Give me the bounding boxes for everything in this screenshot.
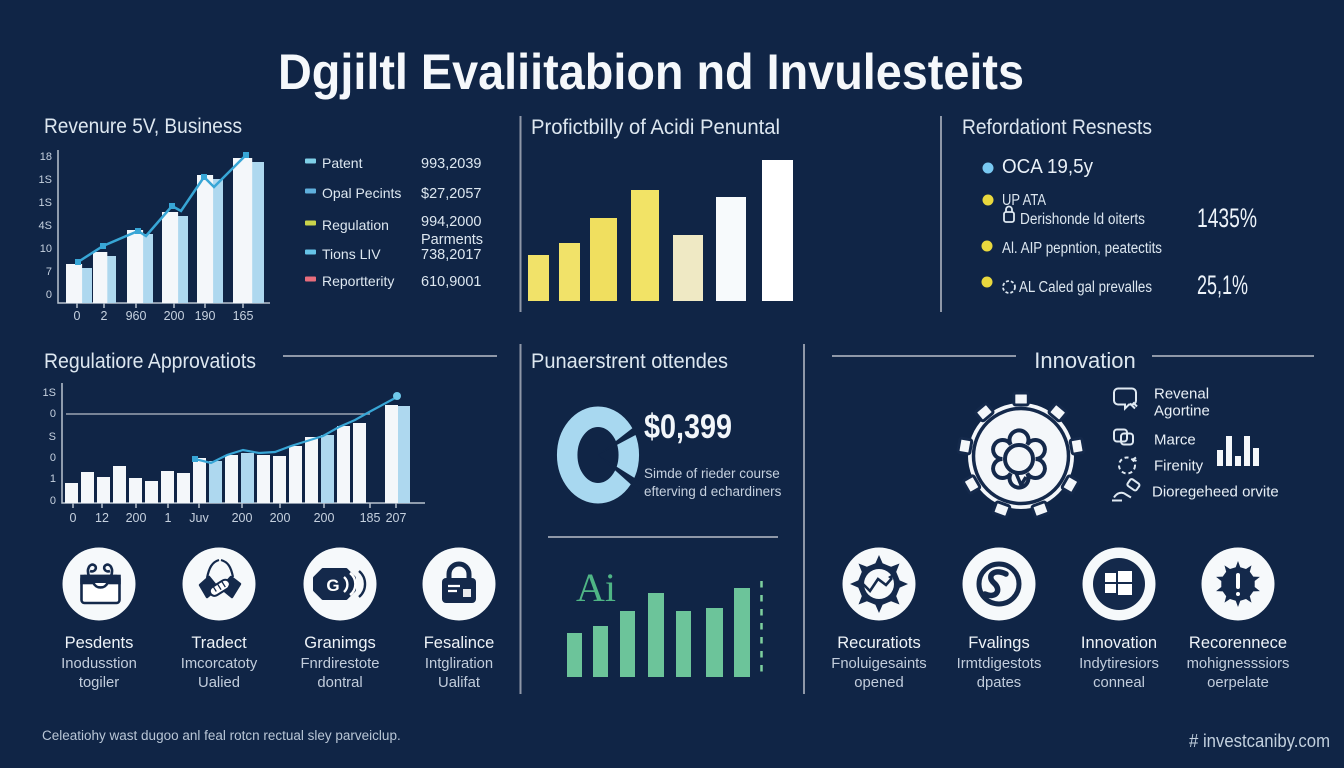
svg-text:$0,399: $0,399 [644,408,732,446]
svg-text:Celeatiohy wast dugoo anl feal: Celeatiohy wast dugoo anl feal rotcn rec… [42,728,401,743]
svg-text:0: 0 [50,452,56,464]
svg-text:610,9001: 610,9001 [421,274,481,290]
svg-text:dpates: dpates [977,675,1021,691]
svg-text:opened: opened [854,675,903,691]
svg-text:Dgjiltl Evaliitabion nd Invule: Dgjiltl Evaliitabion nd Invulesteits [278,44,1024,100]
svg-text:Ualied: Ualied [198,675,240,691]
svg-text:207: 207 [386,511,407,525]
svg-text:185: 185 [360,511,381,525]
svg-text:Juv: Juv [189,511,209,525]
svg-text:960: 960 [126,309,147,323]
svg-text:Irmtdigestots: Irmtdigestots [957,656,1042,672]
svg-text:oerpelate: oerpelate [1207,675,1269,691]
svg-text:$27,2057: $27,2057 [421,186,481,202]
svg-text:0: 0 [46,289,52,301]
svg-text:Granimgs: Granimgs [304,634,376,652]
svg-text:0: 0 [74,309,81,323]
svg-text:Innovation: Innovation [1081,634,1157,652]
svg-text:7: 7 [46,266,52,278]
svg-text:200: 200 [314,511,335,525]
svg-text:Revenure 5V, Business: Revenure 5V, Business [44,115,242,138]
svg-text:Tradect: Tradect [191,634,247,652]
svg-text:1S: 1S [39,197,52,209]
svg-text:Punaerstrent ottendes: Punaerstrent ottendes [531,350,728,373]
svg-text:UP ATA: UP ATA [1002,192,1047,209]
svg-text:200: 200 [232,511,253,525]
svg-text:AL Caled gal prevalles: AL Caled gal prevalles [1019,279,1152,296]
svg-text:mohignesssiors: mohignesssiors [1187,656,1290,672]
svg-text:1: 1 [165,511,172,525]
svg-text:Tions LIV: Tions LIV [322,246,381,262]
svg-text:0: 0 [70,511,77,525]
svg-text:Derishonde ld oiterts: Derishonde ld oiterts [1020,211,1145,228]
svg-text:Indytiresiors: Indytiresiors [1079,656,1159,672]
svg-text:Ai: Ai [576,565,616,610]
svg-text:200: 200 [126,511,147,525]
svg-text:Fvalings: Fvalings [968,634,1029,652]
svg-text:G: G [326,576,339,595]
svg-text:190: 190 [195,309,216,323]
svg-text:Parments: Parments [421,232,483,248]
svg-text:Recorennece: Recorennece [1189,634,1287,652]
svg-text:Regulation: Regulation [322,217,389,233]
svg-text:Intgliration: Intgliration [425,656,493,672]
svg-text:Recuratiots: Recuratiots [837,634,920,652]
svg-text:Fnoluigesaints: Fnoluigesaints [831,656,926,672]
svg-text:Fesalince: Fesalince [424,634,495,652]
svg-text:Regulatiore Approvatiots: Regulatiore Approvatiots [44,350,256,373]
svg-text:Imcorcatoty: Imcorcatoty [181,656,258,672]
svg-text:0: 0 [50,408,56,420]
svg-text:1S: 1S [39,174,52,186]
svg-text:Innovation: Innovation [1034,348,1136,373]
svg-text:1S: 1S [43,387,56,399]
svg-text:Reportterity: Reportterity [322,273,394,289]
svg-text:Ualifat: Ualifat [438,675,480,691]
svg-text:Patent: Patent [322,155,363,171]
svg-text:S: S [49,431,56,443]
svg-text:1: 1 [50,473,56,485]
svg-text:200: 200 [164,309,185,323]
svg-text:18: 18 [40,151,52,163]
svg-text:Firenity: Firenity [1154,458,1204,475]
svg-text:Refordationt Resnests: Refordationt Resnests [962,116,1152,139]
svg-text:1435%: 1435% [1197,203,1257,233]
svg-text:994,2000: 994,2000 [421,214,481,230]
svg-text:Fnrdirestote: Fnrdirestote [301,656,380,672]
svg-text:efterving d echardiners: efterving d echardiners [644,484,782,499]
svg-text:OCA 19,5y: OCA 19,5y [1002,156,1093,178]
svg-text:conneal: conneal [1093,675,1145,691]
svg-text:200: 200 [270,511,291,525]
svg-text:Inodusstion: Inodusstion [61,656,137,672]
svg-text:Opal Pecints: Opal Pecints [322,185,401,201]
svg-text:togiler: togiler [79,675,119,691]
svg-text:4S: 4S [39,220,52,232]
svg-text:Al. AIP pepntion, peatectits: Al. AIP pepntion, peatectits [1002,240,1162,257]
svg-text:dontral: dontral [317,675,362,691]
svg-text:Pesdents: Pesdents [65,634,134,652]
svg-text:Marce: Marce [1154,432,1196,449]
svg-text:Simde of rieder course: Simde of rieder course [644,466,780,481]
svg-text:25,1%: 25,1% [1197,270,1248,300]
svg-text:Profictbilly of Acidi Penuntal: Profictbilly of Acidi Penuntal [531,116,780,139]
svg-text:0: 0 [50,495,56,507]
svg-text:Revenal: Revenal [1154,386,1209,403]
svg-text:12: 12 [95,511,109,525]
svg-text:993,2039: 993,2039 [421,156,481,172]
svg-text:Agortine: Agortine [1154,403,1210,420]
svg-text:2: 2 [101,309,108,323]
svg-text:165: 165 [233,309,254,323]
svg-text:10: 10 [40,243,52,255]
svg-text:Dioregeheed orvite: Dioregeheed orvite [1152,484,1279,501]
svg-text:738,2017: 738,2017 [421,247,481,263]
svg-text:# investcaniby.com: # investcaniby.com [1189,730,1330,751]
